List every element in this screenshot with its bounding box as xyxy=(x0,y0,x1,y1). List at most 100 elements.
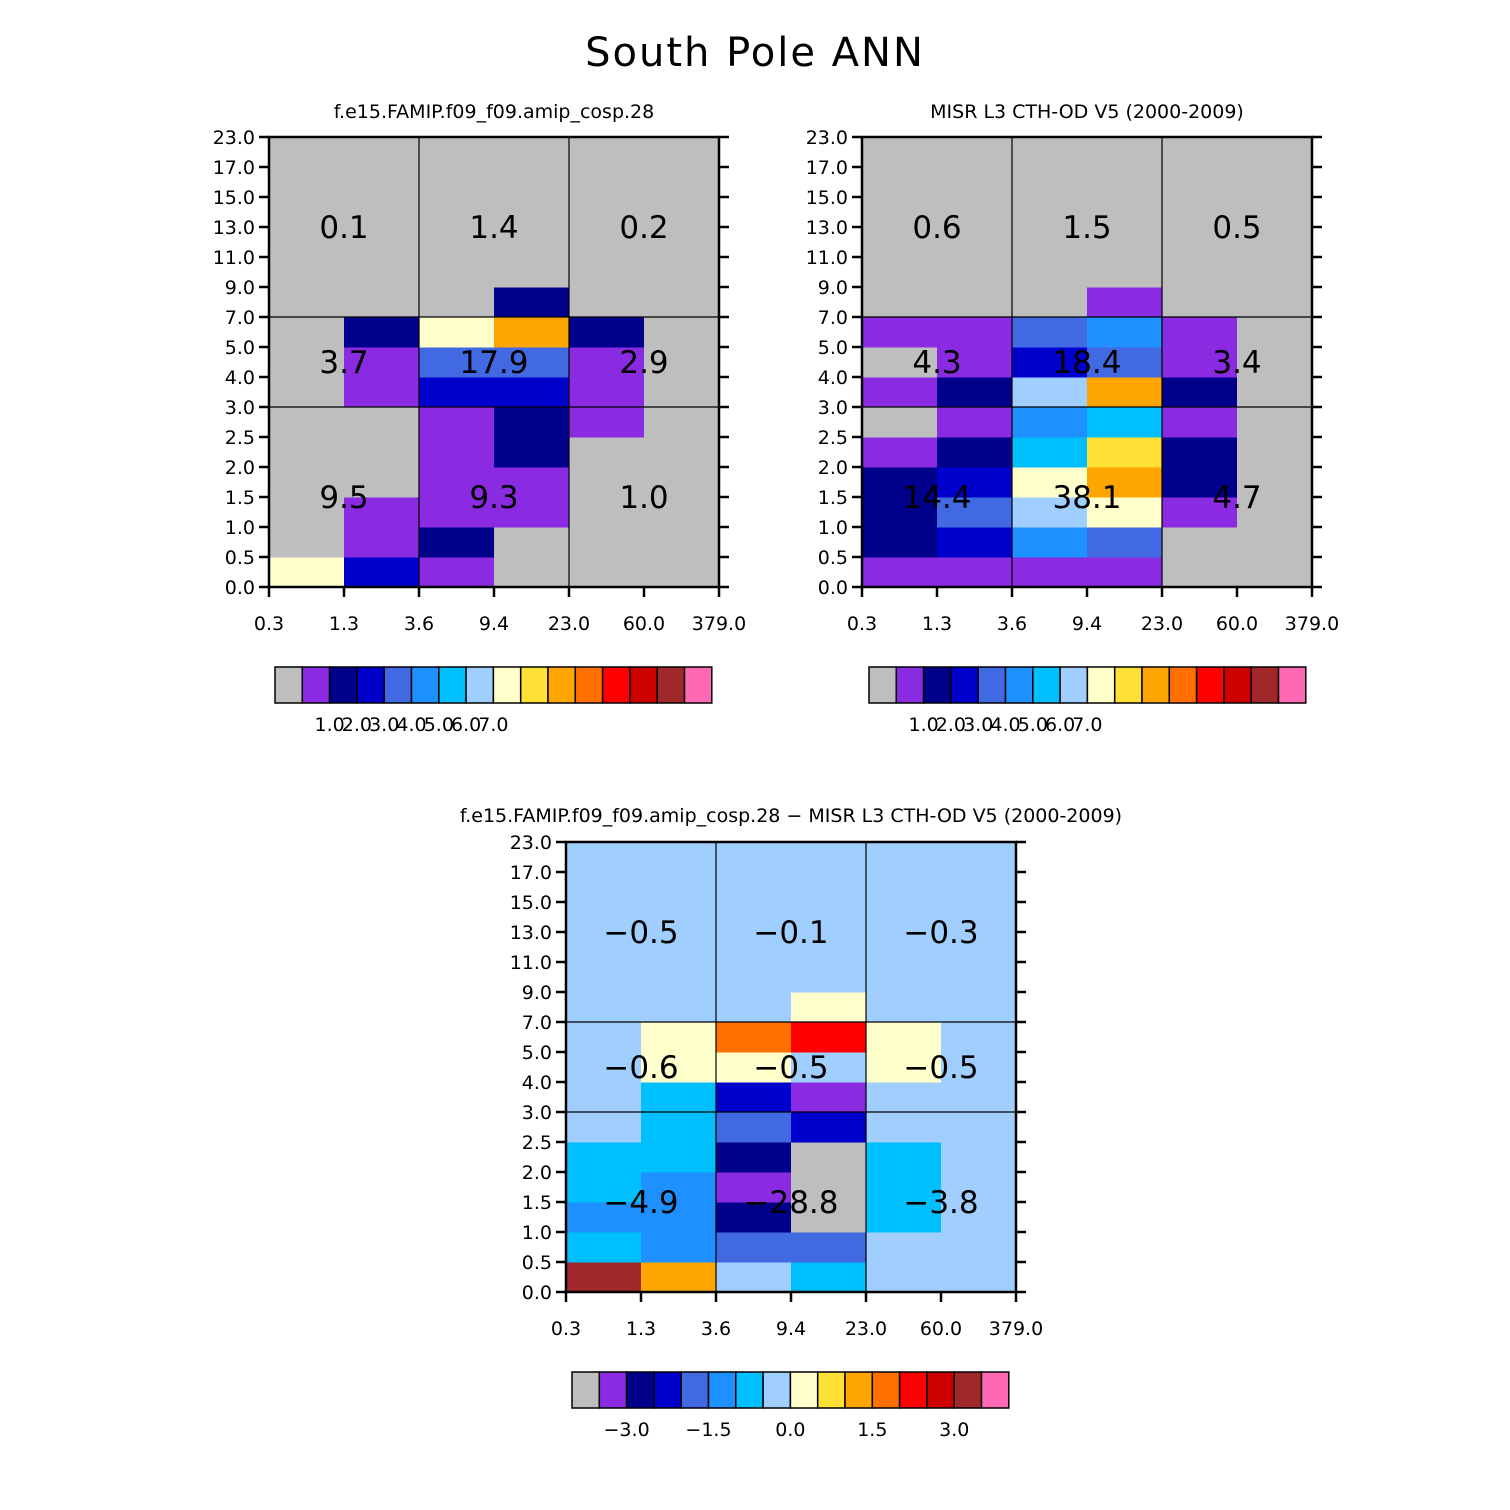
colorbar-label: 3.0 xyxy=(369,714,399,736)
heatmap-cell xyxy=(569,137,645,168)
heatmap-cell xyxy=(791,992,867,1023)
colorbar-swatch xyxy=(492,666,522,704)
heatmap-cell xyxy=(1087,287,1163,318)
heatmap-cell xyxy=(569,257,645,288)
heatmap-cell xyxy=(566,1082,642,1113)
heatmap-cell xyxy=(419,527,495,558)
colorbar-swatch xyxy=(926,1371,955,1409)
heatmap-cell xyxy=(716,962,792,993)
heatmap-cell xyxy=(644,437,720,468)
heatmap-cell xyxy=(1087,557,1163,588)
heatmap-cell xyxy=(1087,347,1163,378)
heatmap-cell xyxy=(791,932,867,963)
heatmap-cell xyxy=(862,377,938,408)
heatmap-cell xyxy=(1162,347,1238,378)
heatmap-cell xyxy=(941,962,1017,993)
heatmap-cell xyxy=(269,407,345,438)
heatmap-cell xyxy=(566,1022,642,1053)
heatmap-cell xyxy=(1237,377,1313,408)
heatmap-cell xyxy=(866,902,942,933)
heatmap-cell xyxy=(269,197,345,228)
colorbar-swatch xyxy=(356,666,385,704)
heatmap-cell xyxy=(791,1142,867,1173)
colorbar-swatch xyxy=(1277,666,1307,704)
y-tick-label: 4.0 xyxy=(818,367,848,389)
block-sum-label: −28.8 xyxy=(744,1185,839,1221)
heatmap-cell xyxy=(1237,167,1313,198)
heatmap-cell xyxy=(1162,497,1238,528)
heatmap-cell xyxy=(344,347,420,378)
colorbar-swatch xyxy=(1032,666,1061,704)
heatmap-cell xyxy=(862,437,938,468)
y-tick-label: 0.5 xyxy=(522,1252,552,1274)
heatmap-cell xyxy=(566,1262,642,1293)
chart-title: f.e15.FAMIP.f09_f09.amip_cosp.28 xyxy=(334,101,654,123)
heatmap-cell xyxy=(791,1022,867,1053)
colorbar-swatch xyxy=(328,666,358,704)
heatmap-cell xyxy=(791,1112,867,1143)
heatmap-cell xyxy=(641,1052,717,1083)
block-sum-label: 0.2 xyxy=(619,210,668,246)
heatmap-cell xyxy=(866,1202,942,1233)
heatmap-cell xyxy=(1162,437,1238,468)
y-tick-label: 4.0 xyxy=(225,367,255,389)
block-sum-label: 1.4 xyxy=(469,210,518,246)
heatmap-cell xyxy=(344,257,420,288)
heatmap-cell xyxy=(1012,467,1088,498)
colorbar-swatch xyxy=(1113,666,1143,704)
colorbar-swatch xyxy=(683,666,713,704)
block-sum-label: −0.3 xyxy=(903,915,978,951)
heatmap-cell xyxy=(937,257,1013,288)
heatmap-cell xyxy=(641,1142,717,1173)
block-sum-label: −0.6 xyxy=(603,1050,678,1086)
heatmap-cell xyxy=(1237,287,1313,318)
heatmap-cell xyxy=(791,902,867,933)
heatmap-cell xyxy=(941,1202,1017,1233)
y-tick-label: 2.5 xyxy=(522,1132,552,1154)
heatmap-cell xyxy=(269,557,345,588)
heatmap-cell xyxy=(862,197,938,228)
colorbar-label: 7.0 xyxy=(478,714,508,736)
heatmap-cell xyxy=(1087,407,1163,438)
heatmap-cell xyxy=(791,1052,867,1083)
heatmap-cell xyxy=(344,287,420,318)
heatmap-cell xyxy=(791,962,867,993)
heatmap-cell xyxy=(941,1232,1017,1263)
heatmap-cell xyxy=(419,437,495,468)
heatmap-cell xyxy=(941,1262,1017,1293)
colorbar-label: 3.0 xyxy=(939,1419,969,1441)
heatmap-cell xyxy=(569,377,645,408)
heatmap-cell xyxy=(866,932,942,963)
heatmap-cell xyxy=(1087,527,1163,558)
heatmap-cell xyxy=(566,1052,642,1083)
y-tick-label: 15.0 xyxy=(806,187,848,209)
y-tick-label: 7.0 xyxy=(818,307,848,329)
block-sum-label: 3.7 xyxy=(319,345,368,381)
heatmap-cell xyxy=(1162,137,1238,168)
x-tick-label: 1.3 xyxy=(329,613,359,635)
heatmap-cell xyxy=(862,407,938,438)
y-tick-label: 0.0 xyxy=(522,1282,552,1304)
heatmap-cell xyxy=(1087,497,1163,528)
heatmap-cell xyxy=(494,227,570,258)
y-tick-label: 1.0 xyxy=(522,1222,552,1244)
block-sum-label: 0.6 xyxy=(912,210,961,246)
heatmap-cell xyxy=(269,137,345,168)
x-tick-label: 23.0 xyxy=(548,613,590,635)
heatmap-cell xyxy=(866,962,942,993)
colorbar-swatch xyxy=(895,666,925,704)
y-tick-label: 0.5 xyxy=(225,547,255,569)
y-tick-label: 0.0 xyxy=(225,577,255,599)
heatmap-cell xyxy=(644,197,720,228)
heatmap-cell xyxy=(641,1202,717,1233)
heatmap-cell xyxy=(716,1172,792,1203)
heatmap-cell xyxy=(937,557,1013,588)
heatmap-cell xyxy=(494,317,570,348)
y-tick-label: 11.0 xyxy=(510,952,552,974)
heatmap-cell xyxy=(1162,227,1238,258)
x-tick-label: 0.3 xyxy=(847,613,877,635)
heatmap-cell xyxy=(866,1022,942,1053)
heatmap-cell xyxy=(1237,467,1313,498)
y-tick-label: 9.0 xyxy=(522,982,552,1004)
